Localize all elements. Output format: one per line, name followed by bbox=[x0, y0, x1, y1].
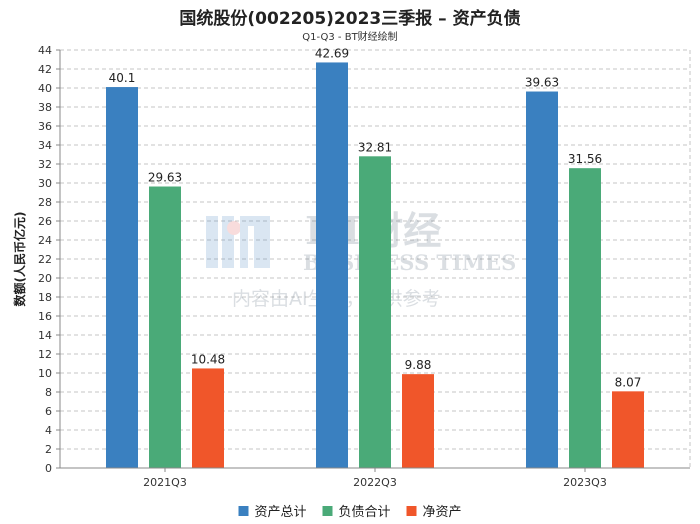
y-tick-label: 40 bbox=[38, 82, 52, 95]
data-label: 39.63 bbox=[525, 76, 559, 90]
y-tick-label: 4 bbox=[45, 424, 52, 437]
bar bbox=[106, 87, 138, 469]
y-tick-label: 14 bbox=[38, 329, 52, 342]
bars: 40.1 29.63 10.48 42.69 32.81 9.88 39.63 31.56 8.… bbox=[106, 46, 644, 469]
bar bbox=[402, 374, 434, 468]
legend-label: 负债合计 bbox=[339, 505, 391, 520]
bar bbox=[569, 168, 601, 468]
legend-label: 净资产 bbox=[423, 505, 462, 520]
y-tick-label: 16 bbox=[38, 310, 52, 323]
y-tick-label: 44 bbox=[38, 44, 52, 57]
x-tick-label: 2022Q3 bbox=[353, 476, 397, 489]
y-tick-label: 22 bbox=[38, 253, 52, 266]
data-label: 32.81 bbox=[358, 140, 392, 154]
y-tick-label: 2 bbox=[45, 443, 52, 456]
data-label: 10.48 bbox=[191, 352, 225, 366]
y-tick-label: 24 bbox=[38, 234, 52, 247]
data-label: 31.56 bbox=[568, 152, 602, 166]
x-tick-label: 2023Q3 bbox=[563, 476, 607, 489]
legend: 资产总计 负债合计 净资产 bbox=[238, 505, 462, 520]
bar bbox=[316, 62, 348, 468]
y-tick-label: 28 bbox=[38, 196, 52, 209]
legend-label: 资产总计 bbox=[255, 505, 307, 520]
bar bbox=[192, 368, 224, 468]
y-tick-label: 8 bbox=[45, 386, 52, 399]
chart-title: 国统股份(002205)2023三季报 – 资产负债 bbox=[179, 9, 521, 29]
y-tick-label: 6 bbox=[45, 405, 52, 418]
legend-swatch bbox=[238, 506, 249, 516]
bar bbox=[359, 156, 391, 468]
y-tick-label: 12 bbox=[38, 348, 52, 361]
x-tick-label: 2021Q3 bbox=[143, 476, 187, 489]
legend-swatch bbox=[406, 506, 417, 516]
bar bbox=[612, 391, 644, 468]
data-label: 9.88 bbox=[405, 358, 432, 372]
y-tick-label: 20 bbox=[38, 272, 52, 285]
y-tick-label: 32 bbox=[38, 158, 52, 171]
y-tick-label: 30 bbox=[38, 177, 52, 190]
axes: 数额(人民币亿元) 024681012141618202224262830323… bbox=[12, 44, 690, 489]
data-label: 42.69 bbox=[315, 46, 349, 60]
bar bbox=[526, 91, 558, 468]
legend-swatch bbox=[322, 506, 333, 516]
data-label: 8.07 bbox=[615, 375, 642, 389]
y-tick-label: 26 bbox=[38, 215, 52, 228]
bt-logo-mark bbox=[206, 216, 270, 268]
y-tick-label: 10 bbox=[38, 367, 52, 380]
bar bbox=[149, 186, 181, 468]
y-tick-label: 38 bbox=[38, 101, 52, 114]
y-tick-label: 0 bbox=[45, 462, 52, 475]
y-axis-label: 数额(人民币亿元) bbox=[12, 212, 27, 307]
y-tick-label: 34 bbox=[38, 139, 52, 152]
y-tick-label: 42 bbox=[38, 63, 52, 76]
y-tick-label: 36 bbox=[38, 120, 52, 133]
data-label: 29.63 bbox=[148, 171, 182, 185]
y-tick-label: 18 bbox=[38, 291, 52, 304]
data-label: 40.1 bbox=[109, 71, 136, 85]
chart-subtitle: Q1-Q3 - BT财经绘制 bbox=[302, 32, 398, 43]
